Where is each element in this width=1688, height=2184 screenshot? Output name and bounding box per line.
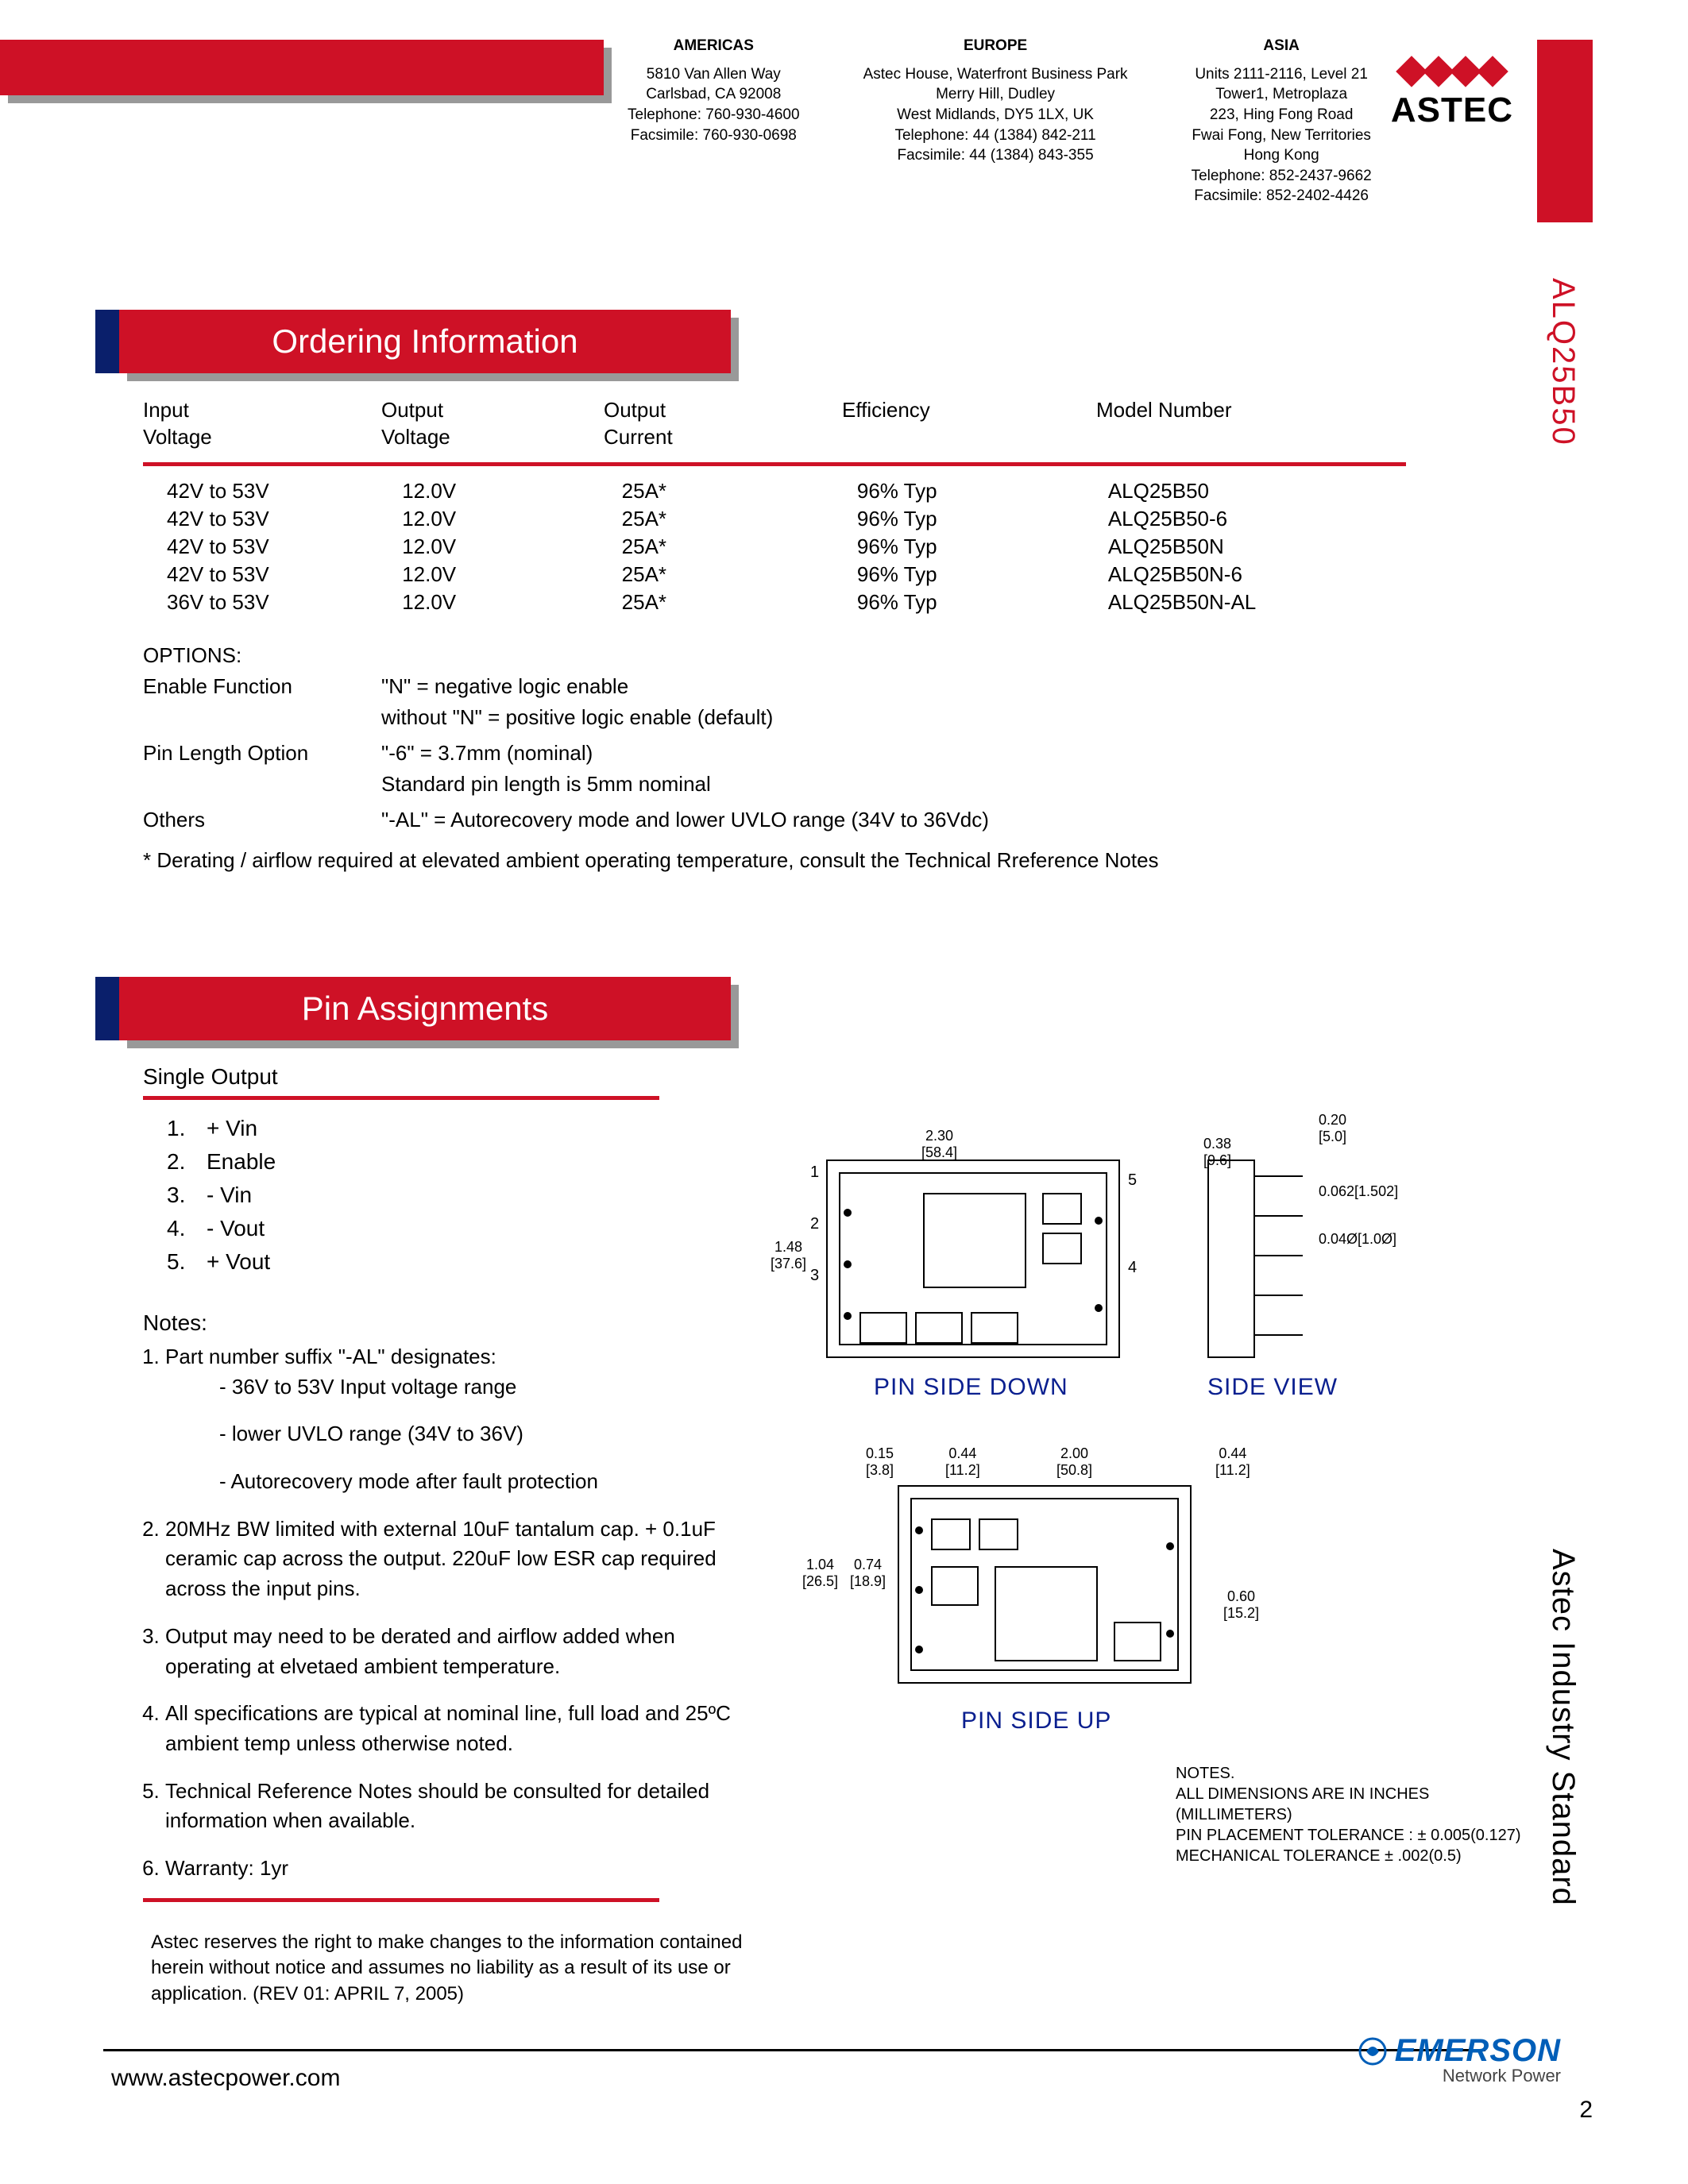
emerson-text: EMERSON [1395, 2033, 1561, 2069]
top-right-red-strip [1537, 40, 1593, 222]
diagram-pin-side-down [826, 1160, 1120, 1358]
emerson-subtext: Network Power [1357, 2066, 1561, 2086]
ordering-header: Ordering Information [119, 310, 731, 373]
pin-list: 1.+ Vin2.Enable3.- Vin4.- Vout5.+ Vout [167, 1112, 276, 1279]
emerson-logo: EMERSON Network Power [1357, 2033, 1561, 2086]
ordering-table: InputVoltage OutputVoltage OutputCurrent… [143, 397, 1406, 876]
logo-text: ASTEC [1391, 91, 1513, 130]
option-row: Enable Function"N" = negative logic enab… [143, 671, 1406, 733]
label-pin-side-up: PIN SIDE UP [961, 1707, 1111, 1734]
ordering-footnote: * Derating / airflow required at elevate… [143, 845, 1406, 876]
notes-heading: Notes: [143, 1310, 207, 1336]
footer-rule [103, 2049, 1485, 2051]
contact-head: AMERICAS [628, 36, 800, 56]
table-row: 42V to 53V12.0V25A*96% TypALQ25B50-6 [143, 505, 1406, 533]
table-row: 42V to 53V12.0V25A*96% TypALQ25B50N-6 [143, 561, 1406, 588]
label-side-view: SIDE VIEW [1207, 1374, 1338, 1401]
options-block: OPTIONS: Enable Function"N" = negative l… [143, 640, 1406, 876]
diagram-area: 2.30[58.4] 1.48[37.6] 1 2 3 5 4 PIN SIDE… [763, 1112, 1501, 1858]
top-red-bar [0, 40, 604, 95]
note-item: Output may need to be derated and airflo… [165, 1622, 731, 1681]
label-pin-side-down: PIN SIDE DOWN [874, 1374, 1068, 1401]
pin-section: Pin Assignments [0, 977, 731, 1040]
pin-rule [143, 1096, 659, 1100]
ordering-title: Ordering Information [119, 310, 731, 373]
contact-europe: EUROPE Astec House, Waterfront Business … [863, 36, 1128, 206]
table-header-row: InputVoltage OutputVoltage OutputCurrent… [143, 397, 1406, 457]
footer-url: www.astecpower.com [111, 2065, 340, 2092]
ordering-section: Ordering Information [0, 310, 731, 373]
contact-americas: AMERICAS 5810 Van Allen Way Carlsbad, CA… [628, 36, 800, 206]
pin-item: 5.+ Vout [167, 1245, 276, 1279]
note-item: Technical Reference Notes should be cons… [165, 1777, 731, 1836]
option-row: Others"-AL" = Autorecovery mode and lowe… [143, 805, 1406, 835]
table-row: 42V to 53V12.0V25A*96% TypALQ25B50 [143, 477, 1406, 505]
pin-subtitle: Single Output [143, 1064, 278, 1090]
diagram-notes: NOTES. ALL DIMENSIONS ARE IN INCHES (MIL… [1176, 1763, 1541, 1866]
pin-item: 1.+ Vin [167, 1112, 276, 1145]
pin-item: 4.- Vout [167, 1212, 276, 1245]
pin-item: 2.Enable [167, 1145, 276, 1179]
note-item: 20MHz BW limited with external 10uF tant… [165, 1515, 731, 1604]
notes-list: Part number suffix "-AL" designates:- 36… [143, 1342, 731, 1901]
product-code-vertical: ALQ25B50 [1545, 278, 1581, 446]
pin-title: Pin Assignments [119, 977, 731, 1040]
disclaimer-text: Astec reserves the right to make changes… [151, 1930, 755, 2007]
note-item: Part number suffix "-AL" designates:- 36… [165, 1342, 731, 1497]
notes-rule [143, 1898, 659, 1902]
astec-logo: ASTEC [1391, 56, 1513, 130]
diagram-pin-side-up [898, 1485, 1192, 1684]
pin-item: 3.- Vin [167, 1179, 276, 1212]
table-rule [143, 462, 1406, 466]
contact-asia: ASIA Units 2111-2116, Level 21 Tower1, M… [1192, 36, 1372, 206]
option-row: Pin Length Option"-6" = 3.7mm (nominal)S… [143, 738, 1406, 800]
pin-header: Pin Assignments [119, 977, 731, 1040]
diagram-side-view [1207, 1160, 1255, 1358]
table-row: 42V to 53V12.0V25A*96% TypALQ25B50N [143, 533, 1406, 561]
note-item: All specifications are typical at nomina… [165, 1699, 731, 1758]
table-row: 36V to 53V12.0V25A*96% TypALQ25B50N-AL [143, 588, 1406, 616]
contacts-block: AMERICAS 5810 Van Allen Way Carlsbad, CA… [628, 36, 1372, 206]
page-number: 2 [1579, 2097, 1593, 2124]
side-title-vertical: Astec Industry Standard [1545, 1549, 1581, 1906]
options-label: OPTIONS: [143, 640, 1406, 671]
note-item: Warranty: 1yr [165, 1854, 731, 1884]
